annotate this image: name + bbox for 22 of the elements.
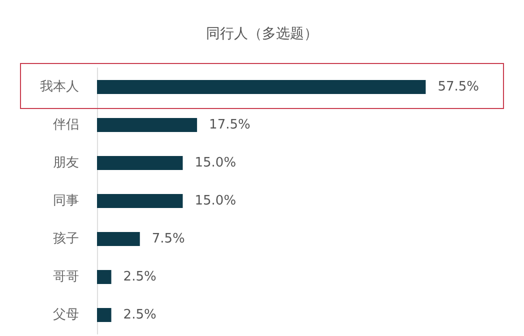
y-tick-label: 父母 (53, 308, 79, 322)
y-tick-label: 哥哥 (53, 270, 79, 284)
data-label: 15.0% (194, 194, 236, 208)
data-label: 7.5% (152, 232, 185, 246)
bar (97, 194, 183, 208)
y-tick-label: 孩子 (53, 232, 79, 246)
data-label: 2.5% (123, 308, 156, 322)
bar (97, 308, 112, 322)
bar (97, 232, 140, 246)
data-label: 15.0% (194, 156, 236, 170)
y-tick-label: 我本人 (40, 80, 79, 94)
data-label: 17.5% (209, 118, 250, 132)
y-tick-label: 同事 (53, 194, 79, 208)
y-tick-label: 朋友 (53, 156, 79, 170)
bar (97, 270, 112, 284)
bar (97, 118, 198, 132)
data-label: 57.5% (438, 80, 480, 94)
bar (97, 156, 183, 170)
y-tick-label: 伴侣 (53, 118, 79, 132)
bar (97, 80, 426, 94)
data-label: 2.5% (123, 270, 156, 284)
chart-title: 同行人（多选题） (206, 26, 318, 42)
